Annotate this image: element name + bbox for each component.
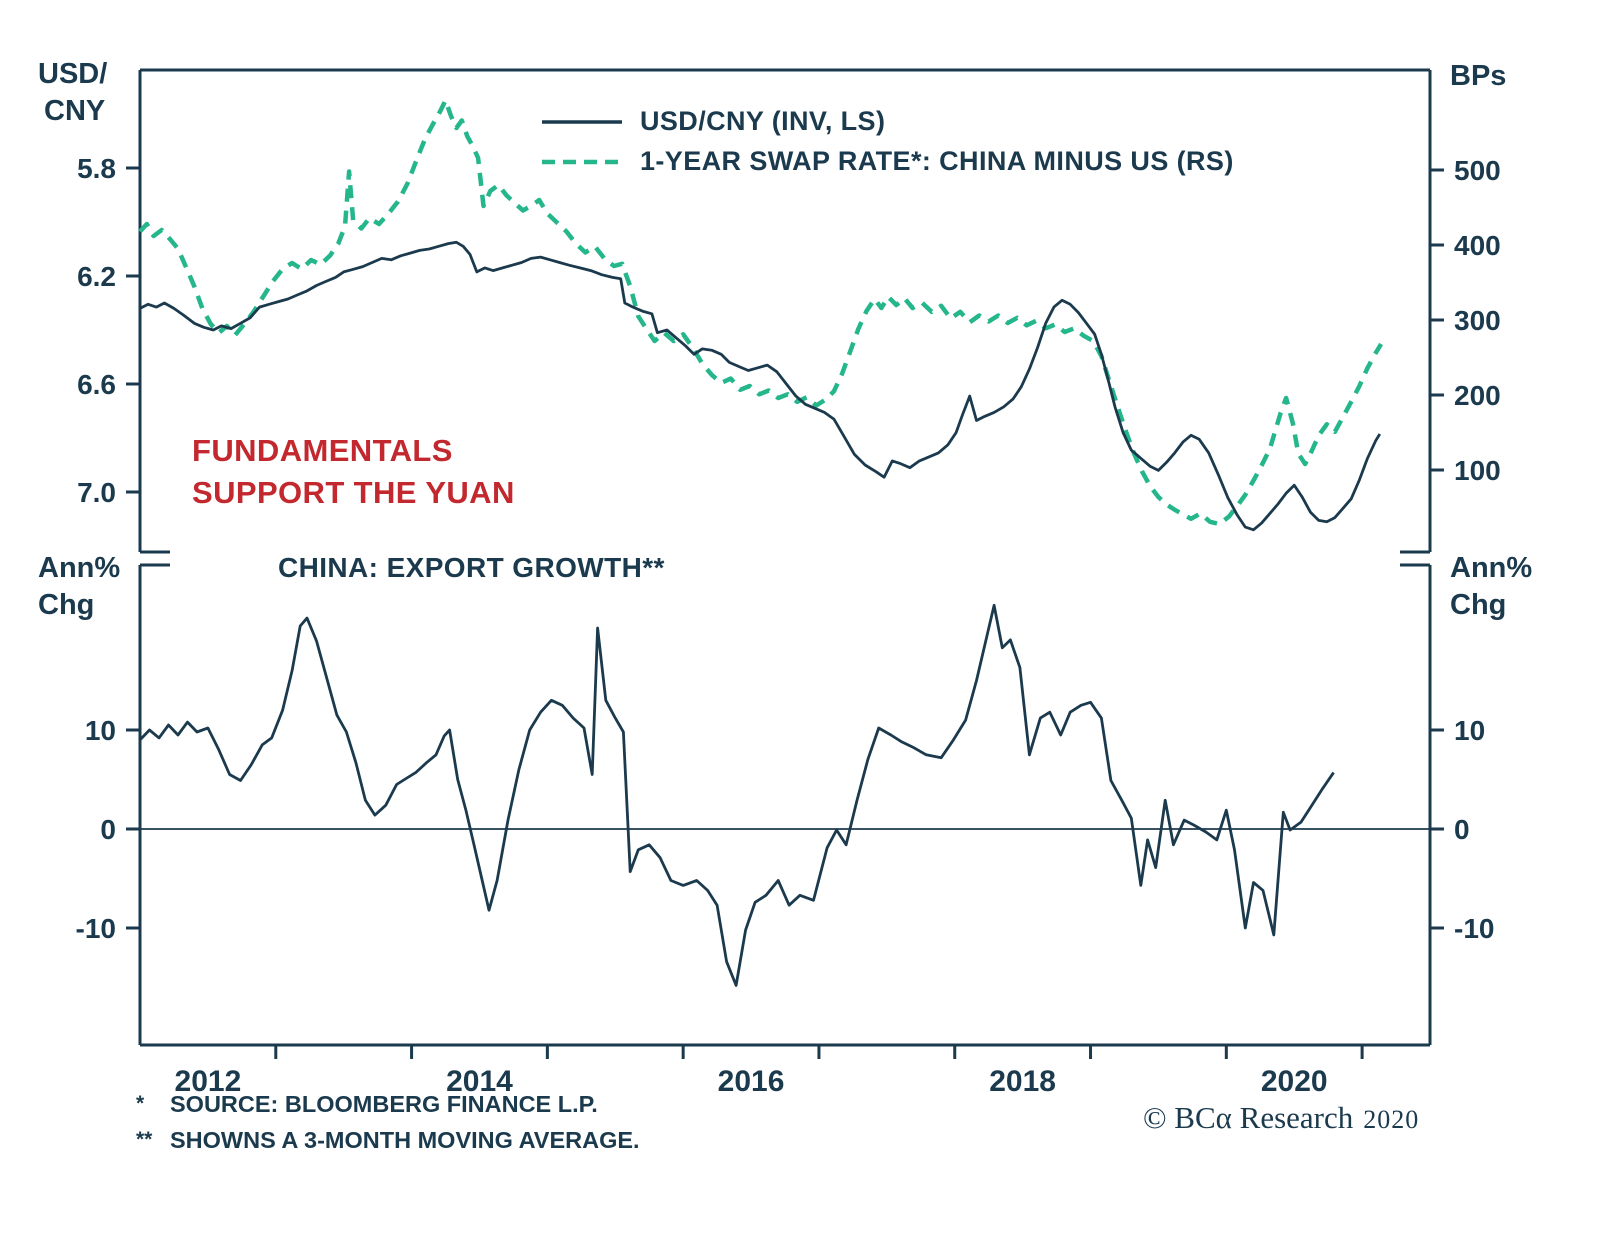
left-axis-tick-label: 0 <box>100 814 116 845</box>
legend-item-usdcny: USD/CNY (INV, LS) <box>542 106 1234 137</box>
top-left-axis-title: USD/ CNY <box>38 56 107 130</box>
axis-title-line: Chg <box>38 589 95 622</box>
footnote-text: SHOWNS A 3-MONTH MOVING AVERAGE. <box>170 1127 640 1154</box>
right-axis-tick-label: 200 <box>1454 380 1501 411</box>
export-growth-line <box>138 603 1335 987</box>
left-axis-tick-label: 6.6 <box>77 369 116 400</box>
right-axis-tick-label: -10 <box>1454 913 1494 944</box>
left-axis-tick-label: 7.0 <box>77 477 116 508</box>
left-axis-tick-label: 6.2 <box>77 261 116 292</box>
left-axis-tick-label: 10 <box>85 715 116 746</box>
x-axis-year-label: 2012 <box>175 1065 242 1098</box>
bottom-right-axis-title: Ann% Chg <box>1450 550 1532 624</box>
footnote-moving-average: ** SHOWNS A 3-MONTH MOVING AVERAGE. <box>136 1122 640 1158</box>
solid-line-swatch-icon <box>542 119 622 124</box>
left-axis-tick-label: -10 <box>76 913 116 944</box>
right-axis-tick-label: 400 <box>1454 230 1501 261</box>
x-axis-year-label: 2016 <box>718 1065 785 1098</box>
right-axis-tick-label: 500 <box>1454 155 1501 186</box>
annotation-fundamentals-support-the-yuan: FUNDAMENTALS SUPPORT THE YUAN <box>192 430 515 514</box>
top-right-axis-title: BPs <box>1450 58 1506 95</box>
right-axis-tick-label: 100 <box>1454 455 1501 486</box>
legend: USD/CNY (INV, LS) 1-YEAR SWAP RATE*: CHI… <box>542 106 1234 186</box>
usdcny-line <box>139 240 1381 532</box>
copyright: © BCα Research 2020 <box>1143 1100 1419 1136</box>
axis-title-line: USD/ <box>38 58 108 90</box>
footnote-marker: * <box>136 1092 145 1115</box>
axis-title-line: Ann% <box>38 552 121 584</box>
right-axis-tick-label: 300 <box>1454 305 1501 336</box>
dashed-line-swatch-icon <box>542 159 622 164</box>
right-axis-tick-label: 10 <box>1454 715 1485 746</box>
copyright-brand: © BCα Research <box>1143 1100 1354 1135</box>
x-axis-year-label: 2020 <box>1261 1065 1328 1098</box>
bottom-left-axis-title: Ann% Chg <box>38 550 120 624</box>
axis-title-line: Chg <box>1450 589 1507 622</box>
footnote-source: * SOURCE: BLOOMBERG FINANCE L.P. <box>136 1086 640 1122</box>
axis-title-line: BPs <box>1450 60 1507 92</box>
legend-item-swap-rate: 1-YEAR SWAP RATE*: CHINA MINUS US (RS) <box>542 146 1234 177</box>
left-axis-tick-label: 5.8 <box>77 153 116 184</box>
right-axis-tick-label: 0 <box>1454 814 1470 845</box>
annotation-line: SUPPORT THE YUAN <box>192 474 515 510</box>
footnote-text: SOURCE: BLOOMBERG FINANCE L.P. <box>170 1091 598 1117</box>
legend-label: 1-YEAR SWAP RATE*: CHINA MINUS US (RS) <box>640 146 1234 176</box>
bottom-chart-title: CHINA: EXPORT GROWTH** <box>278 552 665 583</box>
axis-title-line: Ann% <box>1450 552 1533 584</box>
x-axis-year-label: 2018 <box>989 1065 1056 1098</box>
x-axis-year-label: 2014 <box>446 1065 513 1098</box>
axis-title-line: CNY <box>44 95 106 128</box>
swap-rate-line <box>138 98 1384 527</box>
annotation-line: FUNDAMENTALS <box>192 433 453 468</box>
footnotes: * SOURCE: BLOOMBERG FINANCE L.P. ** SHOWNS… <box>136 1086 640 1159</box>
legend-label: USD/CNY (INV, LS) <box>640 106 886 136</box>
copyright-year: 2020 <box>1363 1105 1420 1134</box>
footnote-marker: ** <box>136 1128 153 1152</box>
